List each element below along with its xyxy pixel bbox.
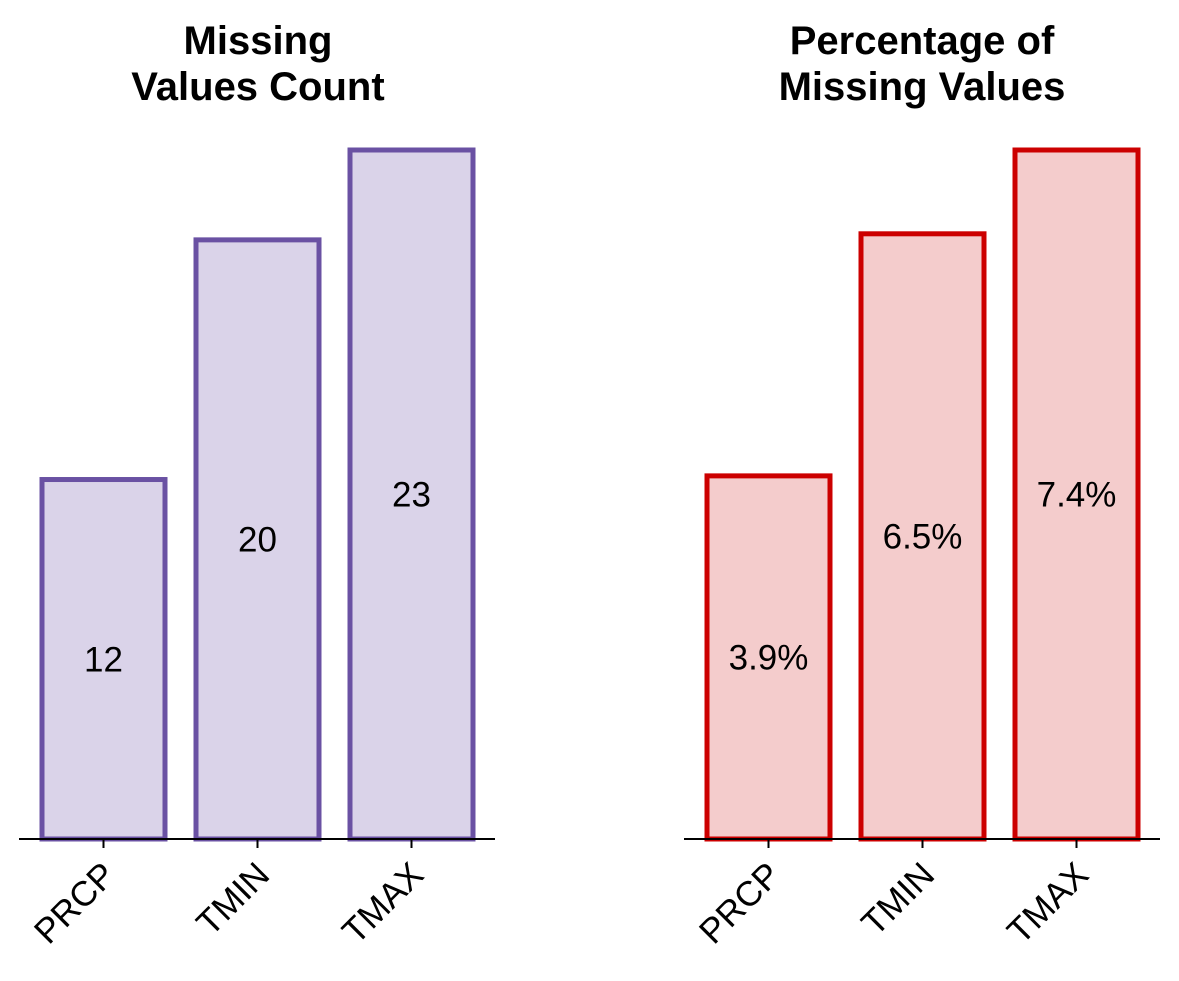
bar-value-label: 23 bbox=[392, 476, 431, 515]
x-ticks: PRCP TMIN TMAX bbox=[27, 839, 431, 951]
x-tick-label: TMAX bbox=[335, 855, 431, 951]
missing-percentage-chart: Percentage of Missing Values 3.9% 6.5% 7.4… bbox=[684, 19, 1160, 951]
bar-value-label: 7.4% bbox=[1037, 476, 1117, 515]
bar-group: 12 20 23 bbox=[39, 147, 476, 842]
x-tick-label: TMIN bbox=[189, 855, 277, 943]
bar-value-label: 12 bbox=[84, 640, 123, 679]
chart-title: Missing Values bbox=[779, 65, 1066, 109]
bar-tmin bbox=[193, 237, 322, 842]
bar-prcp bbox=[39, 477, 168, 842]
bar-tmax bbox=[1012, 147, 1141, 842]
chart-title: Values Count bbox=[131, 65, 384, 109]
chart-title: Percentage of bbox=[790, 19, 1055, 63]
x-tick-label: PRCP bbox=[692, 855, 788, 951]
bar-value-label: 6.5% bbox=[883, 517, 963, 556]
bar-value-label: 20 bbox=[238, 520, 277, 559]
chart-title: Missing bbox=[184, 19, 333, 63]
x-ticks: PRCP TMIN TMAX bbox=[692, 839, 1096, 951]
x-tick-label: PRCP bbox=[27, 855, 123, 951]
bar-group: 3.9% 6.5% 7.4% bbox=[704, 147, 1141, 842]
missing-count-chart: Missing Values Count 12 20 23 PRCP TMIN TMAX bbox=[19, 19, 495, 951]
x-tick-label: TMIN bbox=[854, 855, 942, 943]
x-tick-label: TMAX bbox=[1000, 855, 1096, 951]
bar-value-label: 3.9% bbox=[729, 638, 809, 677]
bar-prcp bbox=[704, 473, 833, 842]
bar-tmin bbox=[858, 231, 987, 842]
